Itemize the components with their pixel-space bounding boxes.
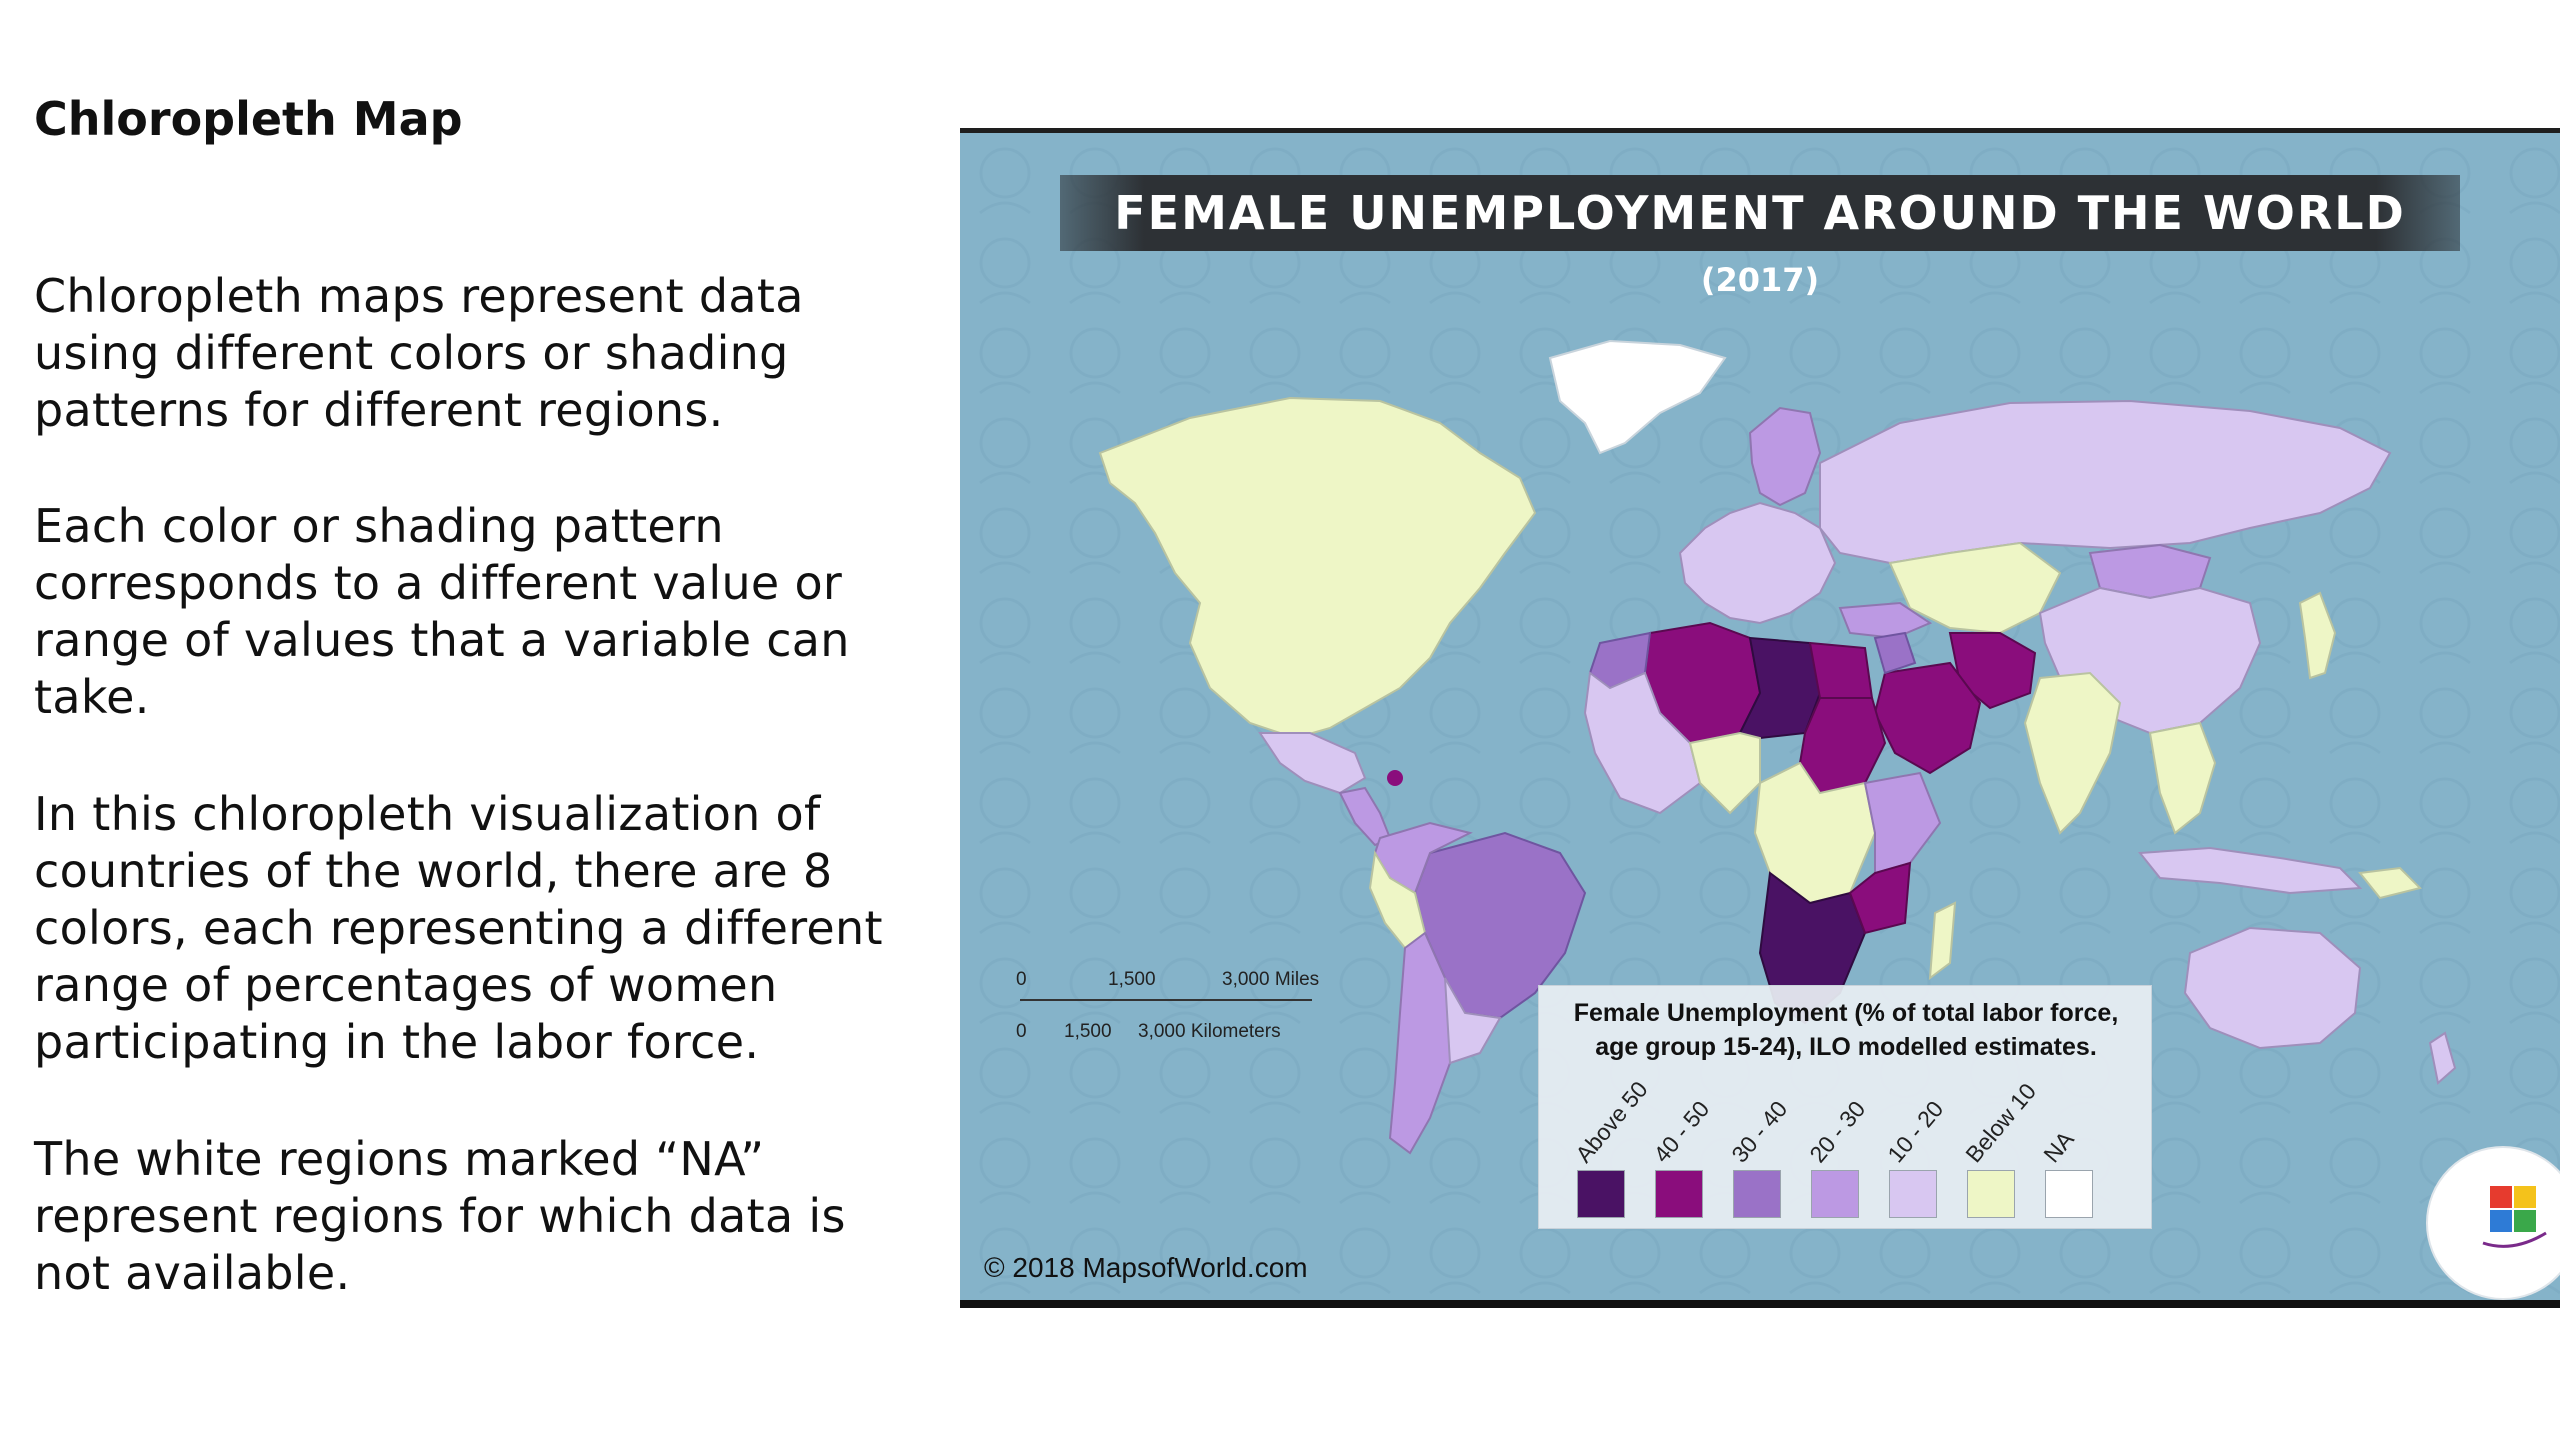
scale-km-0: 0 — [1016, 1021, 1027, 1042]
region-papua — [2358, 866, 2422, 900]
legend-item: 10 - 20 — [1881, 1086, 1948, 1226]
copyright: © 2018 MapsofWorld.com — [984, 1252, 1308, 1283]
map-subtitle: (2017) — [1700, 261, 1820, 299]
scale-miles-1500: 1,500 — [1108, 969, 1156, 990]
paragraph-color-meaning: Each color or shading pattern correspond… — [34, 499, 850, 724]
legend-label: Above 50 — [1570, 1076, 1653, 1168]
region-indonesia — [2138, 846, 2363, 895]
legend-item: NA — [2037, 1086, 2097, 1226]
region-europe — [1678, 501, 1837, 625]
legend-label: NA — [2038, 1126, 2079, 1168]
legend-swatch — [1577, 1170, 1625, 1218]
region-madagascar — [1928, 901, 1957, 981]
legend-swatch — [1733, 1170, 1781, 1218]
legend-title-line2: age group 15-24), ILO modelled estimates… — [1595, 1033, 2097, 1061]
map-title: FEMALE UNEMPLOYMENT AROUND THE WORLD — [1060, 175, 2460, 251]
region-north-america — [1098, 396, 1537, 740]
world-map-image: FEMALE UNEMPLOYMENT AROUND THE WORLD (20… — [960, 128, 2560, 1308]
region-mexico — [1258, 732, 1367, 795]
scale-km-1500: 1,500 — [1064, 1021, 1112, 1042]
slide-title: Chloropleth Map — [34, 92, 463, 146]
legend-label: 30 - 40 — [1726, 1095, 1793, 1168]
region-turkey — [1838, 601, 1933, 640]
scale-km-3000: 3,000 Kilometers — [1138, 1021, 1281, 1042]
scale-line — [1020, 999, 1312, 1001]
legend-title: Female Unemployment (% of total labor fo… — [1539, 996, 2153, 1064]
region-southeast-asia — [2148, 721, 2217, 835]
legend-item: 20 - 30 — [1803, 1086, 1870, 1226]
region-caribbean — [1387, 770, 1403, 786]
region-russia — [1819, 399, 2392, 565]
region-greenland — [1548, 339, 1727, 455]
legend-item: 40 - 50 — [1647, 1086, 1714, 1226]
legend-swatch — [1811, 1170, 1859, 1218]
scale-miles-3000: 3,000 Miles — [1222, 969, 1320, 990]
region-egypt — [1808, 641, 1874, 699]
legend-swatch — [1655, 1170, 1703, 1218]
legend-item: 30 - 40 — [1725, 1086, 1792, 1226]
paragraph-na-regions: The white regions marked “NA” represent … — [34, 1132, 846, 1300]
region-central-africa — [1753, 761, 1877, 905]
region-argentina — [1444, 977, 1502, 1065]
legend-title-line1: Female Unemployment (% of total labor fo… — [1573, 999, 2119, 1027]
region-india — [2023, 671, 2122, 835]
region-new-zealand — [2428, 1031, 2457, 1085]
legend-swatch — [1967, 1170, 2015, 1218]
map-legend: Female Unemployment (% of total labor fo… — [1538, 985, 2152, 1229]
region-mozambique — [1848, 861, 1912, 935]
legend-swatch — [2045, 1170, 2093, 1218]
paragraph-example: In this chloropleth visualization of cou… — [34, 787, 883, 1069]
region-australia — [2183, 926, 2362, 1050]
legend-label: 10 - 20 — [1882, 1095, 1949, 1168]
logo-icon — [2482, 1186, 2547, 1248]
world-map-svg — [960, 133, 2560, 1300]
legend-label: 20 - 30 — [1804, 1095, 1871, 1168]
scale-miles-0: 0 — [1016, 969, 1027, 990]
region-levant — [1873, 631, 1917, 675]
mapsofworld-logo — [2426, 1146, 2560, 1300]
legend-label: 40 - 50 — [1648, 1095, 1715, 1168]
region-japan — [2298, 591, 2337, 680]
legend-swatch — [1889, 1170, 1937, 1218]
paragraph-definition: Chloropleth maps represent data using di… — [34, 269, 804, 437]
legend-item: Below 10 — [1959, 1078, 2041, 1226]
legend-item: Above 50 — [1569, 1076, 1653, 1226]
legend-label: Below 10 — [1960, 1078, 2042, 1168]
region-scandinavia — [1748, 406, 1822, 507]
